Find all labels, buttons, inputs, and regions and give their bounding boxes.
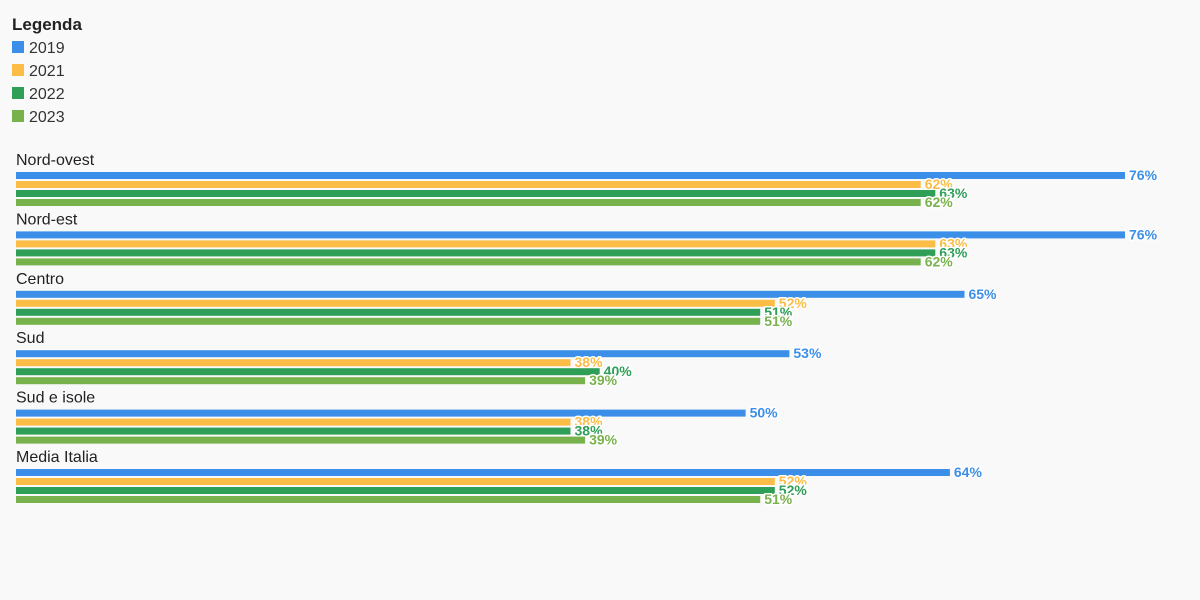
bar-2019-1 bbox=[16, 231, 1125, 239]
bar-2021-0 bbox=[16, 181, 921, 188]
legend-label-2019: 2019 bbox=[29, 40, 65, 57]
value-label-2022-5: 52% bbox=[779, 482, 808, 498]
category-label-1: Nord-est bbox=[16, 211, 78, 228]
value-label-2019-4: 50% bbox=[750, 405, 779, 421]
bar-2019-4 bbox=[16, 409, 746, 417]
value-label-2023-1: 62% bbox=[925, 253, 954, 269]
bar-2023-1 bbox=[16, 258, 921, 266]
value-label-2021-0: 62% bbox=[925, 176, 954, 192]
plot-area: Nord-ovest76%62%63%62%Nord-est76%63%63%6… bbox=[16, 152, 1159, 509]
value-label-2023-0: 62% bbox=[925, 194, 954, 210]
value-label-2021-5: 52% bbox=[779, 473, 808, 489]
bar-2019-0 bbox=[16, 172, 1125, 179]
value-label-2023-4: 39% bbox=[589, 432, 618, 448]
value-label-2022-0: 63% bbox=[939, 185, 968, 201]
legend-swatch-2019 bbox=[12, 41, 24, 53]
category-label-5: Media Italia bbox=[16, 449, 98, 466]
bar-2022-4 bbox=[16, 427, 571, 435]
value-label-2022-1: 63% bbox=[939, 244, 968, 260]
bar-2022-1 bbox=[16, 249, 936, 257]
bar-2023-5 bbox=[16, 496, 761, 503]
legend-label-2023: 2023 bbox=[29, 109, 65, 126]
bar-2022-5 bbox=[16, 487, 775, 494]
bar-2021-4 bbox=[16, 418, 571, 426]
bar-2023-4 bbox=[16, 436, 586, 444]
legend-label-2022: 2022 bbox=[29, 86, 65, 103]
legend-swatch-2022 bbox=[12, 87, 24, 99]
value-label-2019-0: 76% bbox=[1129, 167, 1158, 183]
bar-2021-5 bbox=[16, 478, 775, 485]
value-label-2023-3: 39% bbox=[589, 372, 618, 388]
legend-label-2021: 2021 bbox=[29, 63, 65, 80]
value-label-2022-2: 51% bbox=[764, 304, 793, 320]
value-label-2019-5: 64% bbox=[954, 464, 983, 480]
value-label-2021-2: 52% bbox=[779, 295, 808, 311]
category-label-2: Centro bbox=[16, 271, 64, 288]
bar-2023-3 bbox=[16, 377, 586, 385]
value-label-2021-4: 38% bbox=[575, 414, 604, 430]
legend-title: Legenda bbox=[12, 15, 82, 34]
value-label-2019-1: 76% bbox=[1129, 226, 1158, 242]
value-label-2021-1: 63% bbox=[939, 235, 968, 251]
category-label-3: Sud bbox=[16, 330, 44, 347]
bar-2022-3 bbox=[16, 368, 600, 376]
value-label-2022-4: 38% bbox=[575, 423, 604, 439]
bar-2019-5 bbox=[16, 469, 950, 476]
value-label-2023-2: 51% bbox=[764, 313, 793, 329]
bar-2023-0 bbox=[16, 199, 921, 206]
category-label-0: Nord-ovest bbox=[16, 152, 95, 169]
value-label-2019-2: 65% bbox=[968, 286, 997, 302]
bar-2022-0 bbox=[16, 190, 936, 197]
bar-2019-3 bbox=[16, 350, 790, 358]
bar-2022-2 bbox=[16, 308, 761, 316]
value-label-2021-3: 38% bbox=[575, 354, 604, 370]
legend: Legenda 2019 2021 2022 2023 bbox=[12, 15, 82, 126]
value-label-2022-3: 40% bbox=[604, 363, 633, 379]
category-label-4: Sud e isole bbox=[16, 390, 95, 407]
bar-2021-2 bbox=[16, 299, 775, 307]
bar-2023-2 bbox=[16, 317, 761, 325]
legend-swatch-2021 bbox=[12, 64, 24, 76]
bar-2019-2 bbox=[16, 290, 965, 298]
legend-swatch-2023 bbox=[12, 110, 24, 122]
value-label-2019-3: 53% bbox=[793, 345, 822, 361]
bar-2021-1 bbox=[16, 240, 936, 248]
value-label-2023-5: 51% bbox=[764, 491, 793, 507]
bar-2021-3 bbox=[16, 359, 571, 367]
